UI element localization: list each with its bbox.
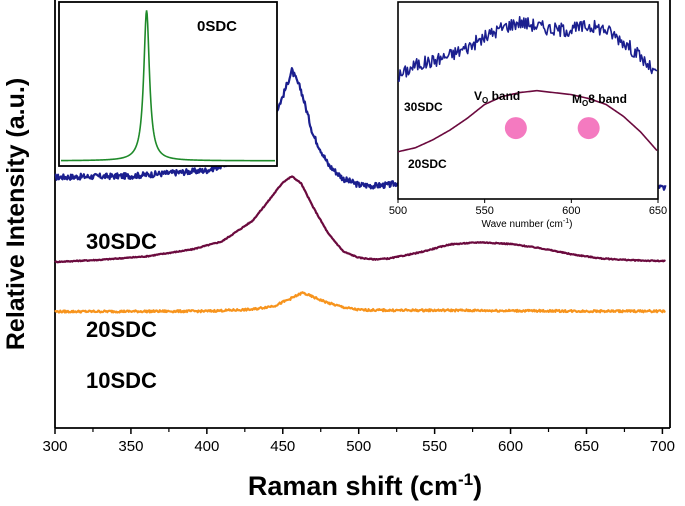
x-axis-title-main: Raman shift (cm <box>248 471 458 501</box>
x-tick-label: 500 <box>346 438 371 455</box>
x-tick-label: 700 <box>650 438 675 455</box>
inset-0SDC: 0SDC <box>58 1 278 167</box>
x-ticks: 300 350 400 450 500 550 600 650 700 <box>42 428 675 455</box>
x-axis-title: Raman shift (cm-1) <box>248 470 482 501</box>
mo8-band-letter: M <box>572 92 582 106</box>
main-plot-area <box>54 0 671 429</box>
label-10SDC: 10SDC <box>86 368 157 393</box>
y-axis-title: Relative Intensity (a.u.) <box>2 78 30 350</box>
inset-x-tick-label: 550 <box>475 205 493 217</box>
inset-series-line-20SDC <box>397 89 658 153</box>
series-line-0SDC <box>61 10 275 162</box>
x-tick-label: 300 <box>42 438 67 455</box>
inset-band-series <box>397 16 658 153</box>
inset-x-axis-title-superscript: -1 <box>563 218 569 225</box>
inset-x-tick-label: 650 <box>649 205 667 217</box>
vo-band-letter: V <box>474 89 482 103</box>
x-tick-label: 600 <box>498 438 523 455</box>
inset-label-20SDC: 20SDC <box>408 157 447 171</box>
inset-0SDC-frame <box>58 1 278 167</box>
inset-x-tick-label: 600 <box>562 205 580 217</box>
inset-x-axis-title-close: ) <box>569 219 572 230</box>
mo8-band-marker <box>577 117 600 140</box>
vo-band-marker <box>504 117 527 140</box>
inset-x-ticks: 500 550 600 650 <box>389 199 667 217</box>
mo8-band-subscript: O <box>582 99 588 108</box>
inset-label-30SDC: 30SDC <box>404 100 443 114</box>
inset-x-axis-title-main: Wave number (cm <box>482 219 563 230</box>
inset-x-tick-label: 500 <box>389 205 407 217</box>
label-0SDC: 0SDC <box>197 18 237 35</box>
x-axis-title-close: ) <box>473 471 482 501</box>
label-20SDC: 20SDC <box>86 317 157 342</box>
inset-x-axis-title: Wave number (cm-1) <box>482 218 573 230</box>
inset-series-line-30SDC <box>397 16 658 82</box>
x-tick-label: 450 <box>270 438 295 455</box>
x-tick-label: 400 <box>194 438 219 455</box>
inset-band: 500 550 600 650 30SDC 20SDC VO band MO8 ban… <box>389 1 667 230</box>
mo8-band-word: 8 band <box>588 92 627 106</box>
x-tick-label: 650 <box>574 438 599 455</box>
x-tick-label: 550 <box>422 438 447 455</box>
series-line-20SDC <box>54 175 666 264</box>
vo-band-word: band <box>488 89 520 103</box>
x-tick-label: 350 <box>118 438 143 455</box>
vo-band-label: VO band <box>474 89 520 105</box>
label-30SDC: 30SDC <box>86 229 157 254</box>
x-axis-title-superscript: -1 <box>458 470 473 489</box>
series-line-10SDC <box>54 291 666 314</box>
inset-band-markers <box>504 117 600 140</box>
vo-band-subscript: O <box>482 96 488 105</box>
mo8-band-label: MO8 band <box>572 92 627 108</box>
inset-0SDC-series <box>61 10 275 162</box>
